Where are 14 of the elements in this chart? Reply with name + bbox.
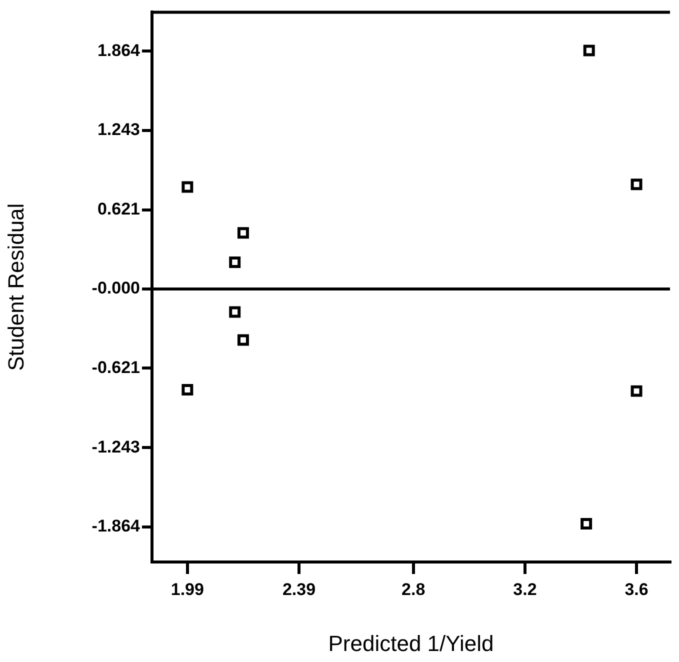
- y-tick-label: -0.621: [92, 358, 140, 377]
- y-tick-label: 1.243: [97, 120, 140, 140]
- y-axis-title: Student Residual: [3, 203, 28, 371]
- x-tick-label: 2.39: [282, 580, 316, 599]
- y-tick-label: -0.000: [92, 278, 140, 298]
- x-tick-label: 1.99: [170, 580, 204, 599]
- x-tick-label: 3.2: [513, 580, 537, 599]
- x-tick-label: 3.6: [624, 580, 648, 599]
- y-tick-label: -1.864: [92, 516, 141, 536]
- y-tick-label: -1.243: [92, 437, 140, 456]
- x-axis-title: Predicted 1/Yield: [328, 630, 494, 656]
- y-tick-label: 0.621: [97, 199, 140, 218]
- x-tick-label: 2.8: [402, 580, 426, 599]
- y-tick-label: 1.864: [97, 40, 141, 60]
